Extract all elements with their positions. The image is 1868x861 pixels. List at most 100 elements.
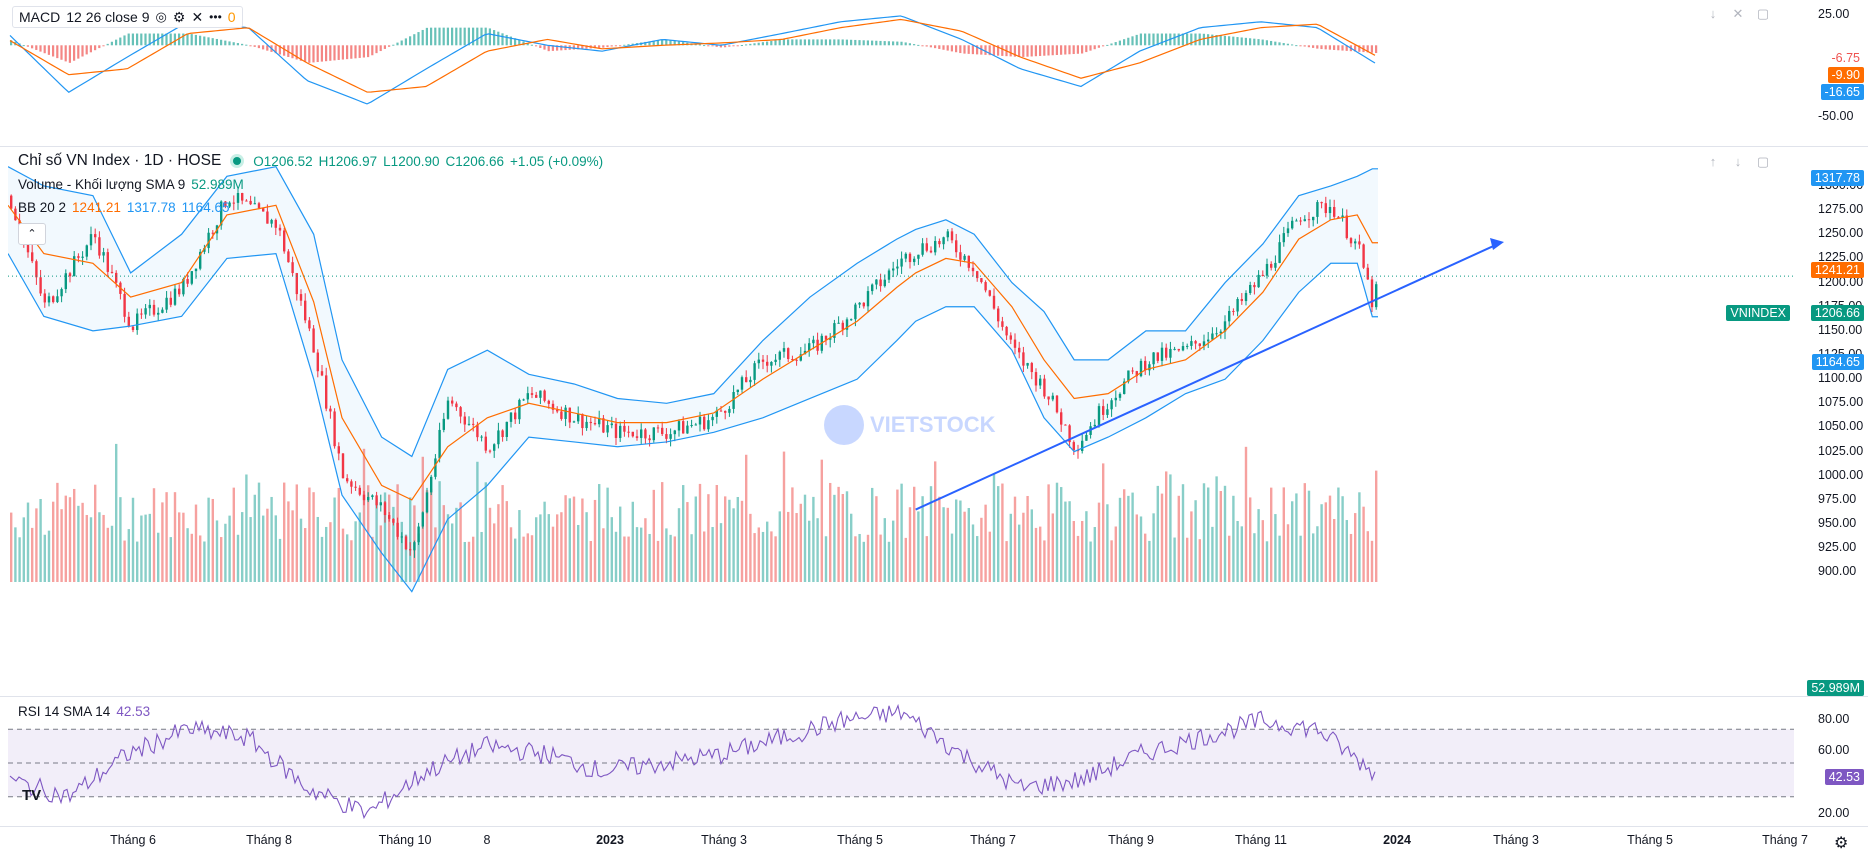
candle-body [766,361,769,366]
candle-body [1240,299,1243,302]
volume-bar [1299,535,1302,582]
volume-bar [1291,501,1294,582]
candle-body [778,351,781,360]
rsi-chart[interactable] [8,697,1794,827]
volume-bar [1358,492,1361,582]
tradingview-logo[interactable]: TV [22,787,42,804]
macd-pane [8,0,1794,122]
volume-bar [455,507,458,582]
volume-bar [1328,495,1332,582]
pane-separator[interactable] [0,696,1868,697]
volume-bar [140,515,143,582]
close-icon[interactable]: ✕ [191,8,204,25]
candle-body [883,279,886,287]
macd-chart[interactable] [8,0,1794,122]
volume-bar [1160,493,1164,582]
volume-bar [152,488,156,582]
pane-separator[interactable] [0,146,1868,147]
candle-body [677,421,681,431]
volume-bar [497,504,500,582]
volume-bar [908,507,912,582]
candle-body [430,476,433,493]
price-chart[interactable] [8,147,1794,695]
candle-body [43,293,46,303]
volume-bar [753,533,756,582]
candle-body [64,273,67,290]
rsi-value: 42.53 [116,704,151,719]
macd-histogram-bar [463,27,466,46]
candle-body [1072,442,1075,451]
price-axis[interactable]: 1300.001275.001250.001225.001200.001175.… [1794,147,1868,695]
candle-body [316,352,319,372]
more-icon[interactable]: ••• [209,10,222,24]
volume-bar [879,534,882,582]
volume-bar [1228,535,1231,582]
candle-body [308,320,311,329]
macd-histogram-bar [950,45,953,52]
legend-collapse-button[interactable]: ⌃ [18,223,46,245]
volume-bar [971,524,975,582]
time-axis[interactable]: Tháng 6 Tháng 8 Tháng 10 8 2023 Tháng 3 Tháng … [0,826,1808,861]
volume-label: Volume - Khối lượng SMA 9 [18,177,186,192]
macd-title: MACD [19,9,61,25]
macd-histogram-bar [858,40,861,46]
macd-histogram-bar [1219,35,1222,46]
macd-histogram-bar [1240,37,1243,46]
volume-bar [1081,520,1084,582]
macd-histogram-bar [539,45,542,48]
volume-bar [144,514,147,582]
macd-histogram-bar [572,45,575,50]
macd-histogram-bar [304,45,307,63]
macd-histogram-bar [417,32,420,46]
candle-body [52,296,55,303]
volume-bar [362,448,366,582]
macd-histogram-bar [484,27,487,46]
volume-bar [778,511,781,582]
time-tick-label: Tháng 10 [378,833,432,847]
symbol-title[interactable]: Chỉ số VN Index · 1D · HOSE [18,152,222,169]
macd-histogram-bar [1135,34,1138,46]
macd-histogram-bar [274,45,277,54]
main-maximize-icon[interactable]: ▢ [1756,154,1770,169]
volume-bar [518,510,521,582]
volume-bar [955,499,958,582]
gear-icon[interactable]: ⚙ [172,8,186,25]
candle-body [1039,378,1042,386]
macd-histogram-bar [409,36,412,46]
macd-move-down-icon[interactable]: ↓ [1709,6,1717,21]
settings-gear-icon[interactable]: ⚙ [1834,835,1849,852]
volume-bar [81,502,84,582]
macd-histogram-bar [501,33,504,46]
candle-body [409,549,412,551]
macd-close-icon[interactable]: ✕ [1732,6,1744,21]
volume-bar [942,507,945,582]
volume-bar [648,533,651,582]
volume-bar [1282,487,1285,582]
volume-bar [358,512,361,582]
macd-histogram-bar [144,33,147,46]
main-move-up-icon[interactable]: ↑ [1709,154,1717,169]
macd-histogram-bar [593,45,596,49]
volume-bar [291,510,294,582]
ohlc-high: H1206.97 [318,153,378,169]
macd-histogram-bar [971,45,974,55]
eye-icon[interactable]: ◎ [155,9,167,24]
volume-bar [770,531,773,582]
volume-bar [35,508,38,582]
main-move-down-icon[interactable]: ↓ [1734,154,1742,169]
macd-maximize-icon[interactable]: ▢ [1756,6,1770,21]
candle-body [530,393,534,395]
rsi-tick-80: 80.00 [1818,712,1850,726]
candle-body [1085,434,1088,441]
candle-body [299,294,303,301]
macd-histogram-bar [173,33,176,46]
macd-histogram-bar [728,45,731,47]
candle-body [1223,321,1227,332]
candle-body [106,252,109,272]
candle-body [997,308,1000,322]
bb-mid-value: 1241.21 [72,200,121,215]
macd-histogram-bar [677,41,680,46]
candle-body [1253,284,1256,288]
macd-histogram-bar [997,45,1000,56]
candle-body [1139,360,1143,377]
